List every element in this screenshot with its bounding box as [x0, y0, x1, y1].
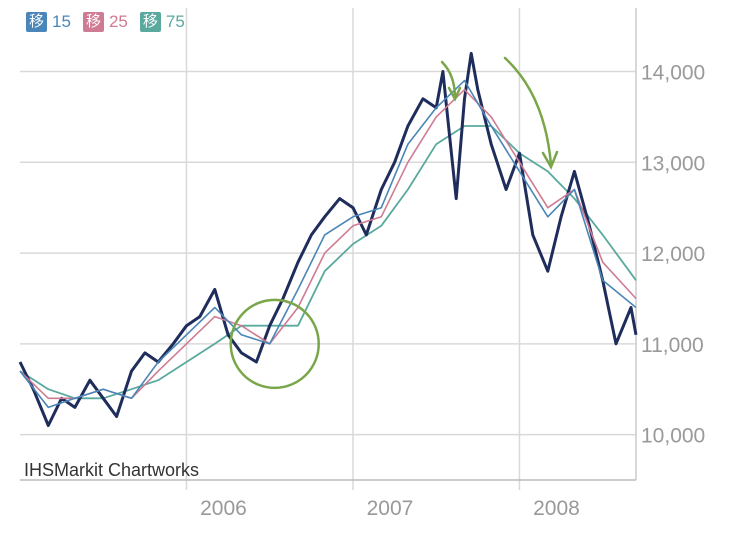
x-tick-label-1: 2007 — [367, 497, 414, 520]
y-tick-label-1: 11,000 — [641, 334, 704, 357]
annotation-arrow-2 — [503, 56, 553, 167]
y-tick-label-3: 13,000 — [641, 152, 705, 175]
legend: 移 15 移 25 移 75 — [26, 12, 185, 32]
legend-label-ma-25: 25 — [108, 12, 128, 31]
legend-badge-ma-15: 移 — [26, 12, 48, 32]
legend-item-ma-25: 移 25 — [82, 12, 128, 32]
y-tick-label-2: 12,000 — [641, 243, 705, 266]
legend-badge-ma-25: 移 — [82, 12, 104, 32]
x-tick-label-2: 2008 — [533, 497, 580, 520]
legend-badge-ma-75: 移 — [139, 12, 161, 32]
ma-25-series-line — [19, 88, 637, 400]
watermark: IHSMarkit Chartworks — [24, 460, 200, 480]
legend-item-ma-75: 移 75 — [139, 12, 185, 32]
legend-label-ma-75: 75 — [165, 12, 185, 31]
y-tick-label-4: 14,000 — [641, 62, 705, 85]
annotation-arrowhead-2 — [541, 150, 559, 170]
legend-item-ma-15: 移 15 — [26, 12, 71, 32]
y-tick-label-0: 10,000 — [641, 425, 705, 448]
annotation-arrowhead-1 — [447, 86, 462, 102]
ma-15-series-line — [19, 79, 637, 409]
legend-label-ma-15: 15 — [52, 12, 71, 31]
annotation-arrow-1 — [440, 60, 457, 100]
x-tick-label-0: 2006 — [200, 497, 247, 520]
price-series-line — [18, 51, 638, 427]
annotation-circle — [229, 298, 320, 390]
ma-75-series-line — [19, 125, 637, 400]
